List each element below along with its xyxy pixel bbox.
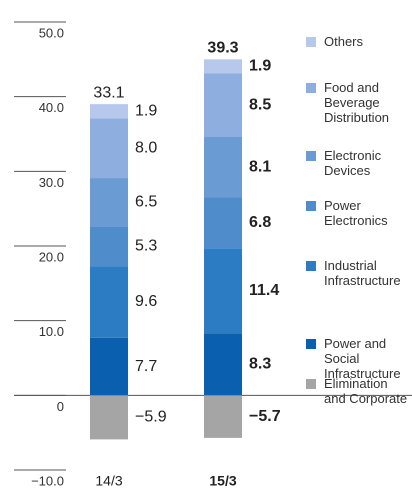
bar-segment xyxy=(90,337,128,396)
value-label: 6.8 xyxy=(249,214,271,231)
y-tick-label: 50.0 xyxy=(39,25,64,40)
value-label: 1.9 xyxy=(135,102,157,119)
legend-swatch xyxy=(306,37,316,47)
value-label: 9.6 xyxy=(135,293,157,310)
value-label: 8.1 xyxy=(249,158,271,175)
bar-segment xyxy=(90,178,128,227)
value-label: 1.9 xyxy=(249,58,271,75)
legend-item: Food and Beverage Distribution xyxy=(306,80,410,125)
value-label: 8.0 xyxy=(135,139,157,156)
y-tick-label: −10.0 xyxy=(31,473,64,488)
value-label: 8.3 xyxy=(249,356,271,373)
legend-item: Elimination and Corporate xyxy=(306,376,410,406)
bar-segment xyxy=(90,226,128,267)
legend-swatch xyxy=(306,151,316,161)
y-tick-label: 40.0 xyxy=(39,100,64,115)
legend-swatch xyxy=(306,201,316,211)
bar-segment xyxy=(204,248,242,334)
x-tick-label: 15/3 xyxy=(209,473,236,489)
legend-label: Power Electronics xyxy=(324,198,388,228)
legend-label: Electronic Devices xyxy=(324,148,382,178)
bar-segment xyxy=(204,73,242,137)
total-label: 39.3 xyxy=(207,40,238,57)
legend-label: Others xyxy=(324,34,364,49)
y-tick-label: 0 xyxy=(57,399,64,414)
legend-label: Industrial Infrastructure xyxy=(324,258,401,288)
legend-swatch xyxy=(306,83,316,93)
legend-item: Power and Social Infrastructure xyxy=(306,336,410,381)
bar-segment xyxy=(204,59,242,74)
legend-item: Electronic Devices xyxy=(306,148,410,178)
bar-segment xyxy=(204,333,242,396)
bar-segment xyxy=(90,266,128,338)
bar-segment xyxy=(90,395,128,440)
y-tick-label: 20.0 xyxy=(39,249,64,264)
bar-segment xyxy=(90,118,128,179)
value-label: −5.7 xyxy=(249,408,281,425)
bar-segment xyxy=(204,197,242,249)
legend-label: Food and Beverage Distribution xyxy=(324,80,390,125)
legend-swatch xyxy=(306,261,316,271)
bar-segment xyxy=(90,104,128,119)
value-label: 6.5 xyxy=(135,194,157,211)
x-tick-label: 14/3 xyxy=(95,473,122,489)
y-tick-label: 30.0 xyxy=(39,175,64,190)
bar-segment xyxy=(204,395,242,438)
bar-segment xyxy=(204,136,242,198)
legend-item: Industrial Infrastructure xyxy=(306,258,410,288)
value-label: −5.9 xyxy=(135,409,167,426)
value-label: 11.4 xyxy=(249,282,279,299)
legend-swatch xyxy=(306,339,316,349)
legend-label: Power and Social Infrastructure xyxy=(324,336,401,381)
legend-label: Elimination and Corporate xyxy=(324,376,408,406)
legend-item: Power Electronics xyxy=(306,198,410,228)
value-label: 7.7 xyxy=(135,358,157,375)
legend-item: Others xyxy=(306,34,410,49)
value-label: 5.3 xyxy=(135,238,157,255)
legend-swatch xyxy=(306,379,316,389)
total-label: 33.1 xyxy=(93,84,124,101)
y-tick-label: 10.0 xyxy=(39,324,64,339)
value-label: 8.5 xyxy=(249,96,271,113)
